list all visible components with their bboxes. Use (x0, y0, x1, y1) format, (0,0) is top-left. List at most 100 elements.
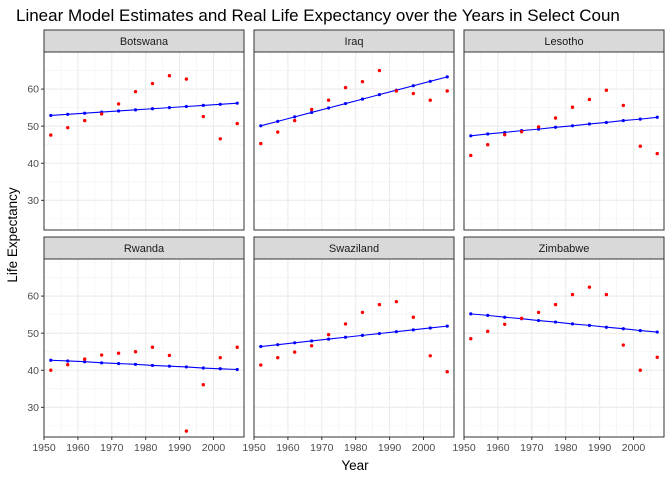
x-tick-label: 1980 (134, 442, 158, 454)
model-point (469, 312, 473, 316)
model-point (428, 79, 432, 83)
actual-point (360, 79, 365, 84)
model-point (116, 361, 121, 366)
model-point (377, 93, 382, 97)
y-tick-label: 60 (27, 291, 39, 303)
model-point (570, 124, 575, 128)
facet-panels: Botswana Iraq Lesotho Rwanda Swaziland Zimbab… (43, 29, 665, 438)
actual-point (326, 98, 331, 102)
actual-point (445, 370, 449, 374)
model-point (587, 323, 592, 327)
actual-point (621, 103, 626, 108)
model-line (470, 116, 658, 137)
x-axis-title: Year (341, 458, 369, 473)
facet-iraq: Iraq (253, 29, 455, 231)
actual-point (99, 112, 104, 116)
actual-point (66, 125, 70, 130)
model-line (470, 313, 658, 333)
actual-point (133, 350, 138, 354)
actual-point (502, 132, 507, 137)
model-point (377, 331, 382, 336)
model-point (553, 125, 558, 129)
actual-point (66, 362, 70, 367)
actual-point (326, 332, 331, 337)
panel-border (43, 258, 245, 438)
x-tick-label: 1990 (378, 442, 402, 454)
actual-point (201, 383, 206, 387)
model-point (259, 124, 263, 128)
facet-strip-label: Swaziland (329, 243, 379, 255)
model-point (360, 333, 365, 337)
actual-point (621, 343, 626, 347)
model-point (604, 325, 608, 329)
model-point (49, 358, 53, 362)
actual-point (235, 121, 239, 126)
model-line (50, 102, 238, 116)
model-point (293, 341, 297, 345)
actual-point (150, 81, 155, 86)
model-point (100, 361, 104, 365)
model-point (445, 75, 449, 79)
actual-point (309, 344, 314, 348)
y-axis-title: Life Expectancy (5, 187, 20, 283)
actual-point (360, 310, 365, 315)
model-point (167, 364, 172, 368)
actual-point (218, 137, 222, 141)
x-axis-ticks: 1950 1960 1970 1980 1990 2000 1950 1960 1970 1980… (32, 437, 645, 454)
actual-point (292, 118, 297, 123)
model-point (310, 339, 314, 343)
x-tick-label: 1960 (486, 442, 510, 454)
model-point (638, 117, 642, 121)
model-point (201, 366, 205, 370)
actual-point (587, 97, 592, 102)
model-point (184, 104, 188, 109)
actual-point (276, 355, 280, 360)
model-point (394, 330, 398, 334)
model-point (411, 84, 415, 88)
actual-point (638, 144, 642, 148)
panel-border (463, 51, 665, 231)
model-point (655, 330, 659, 334)
model-point (218, 367, 222, 371)
model-point (235, 367, 239, 372)
model-point (536, 318, 541, 323)
actual-point (184, 77, 189, 81)
facet-zimbabwe: Zimbabwe (463, 236, 665, 438)
model-line (50, 359, 238, 371)
actual-point (276, 130, 280, 134)
model-point (621, 327, 625, 331)
model-line (260, 325, 448, 348)
actual-point (133, 89, 138, 94)
facet-strip-label: Lesotho (544, 36, 583, 48)
y-tick-label: 50 (27, 121, 39, 133)
model-point (201, 103, 205, 107)
actual-point (469, 337, 473, 341)
actual-point (519, 130, 524, 134)
y-tick-label: 60 (27, 84, 39, 96)
model-point (310, 110, 314, 115)
model-point (570, 322, 575, 326)
actual-point (292, 350, 297, 354)
actual-point (553, 302, 558, 307)
actual-point (469, 153, 473, 158)
panel-border (253, 51, 455, 231)
model-point (503, 315, 507, 319)
model-point (150, 363, 155, 368)
facet-strip-label: Botswana (120, 36, 169, 48)
model-point (553, 320, 558, 324)
model-point (411, 328, 415, 332)
actual-point (377, 68, 382, 73)
facet-rwanda: Rwanda (43, 236, 245, 438)
actual-point (536, 310, 541, 315)
model-point (486, 132, 490, 136)
x-tick-label: 1950 (452, 442, 476, 454)
actual-point (655, 151, 659, 156)
x-tick-label: 1970 (310, 442, 334, 454)
model-point (655, 115, 659, 119)
actual-point (259, 363, 263, 367)
actual-point (655, 355, 659, 359)
model-point (235, 101, 239, 105)
actual-point (49, 368, 53, 372)
actual-point (570, 105, 575, 109)
actual-point (638, 368, 642, 372)
